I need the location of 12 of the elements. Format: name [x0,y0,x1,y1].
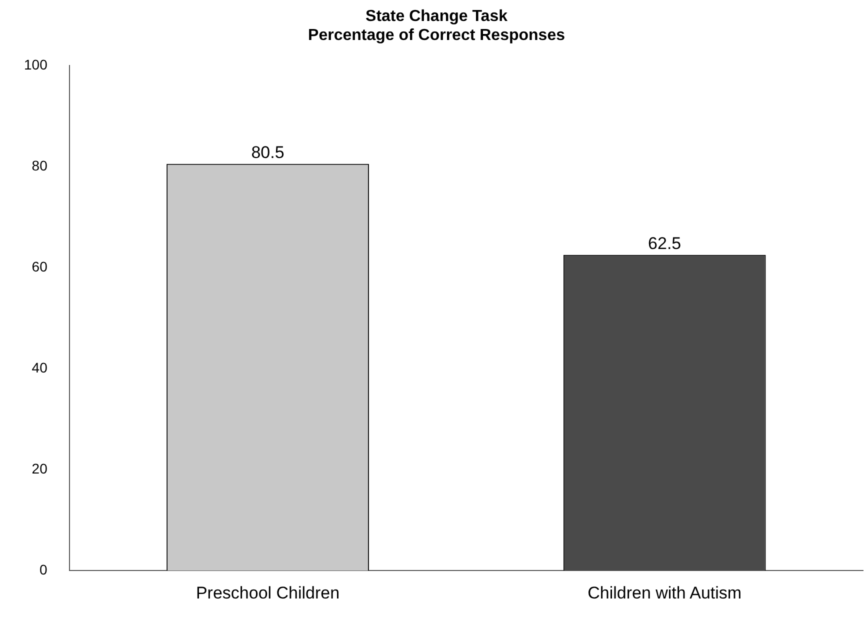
y-tick-label: 60 [32,258,48,274]
y-tick-label: 80 [32,157,48,174]
x-tick-label: Preschool Children [196,583,340,602]
chart-subtitle: Percentage of Correct Responses [308,27,566,44]
y-tick-label: 0 [40,561,48,578]
y-tick-label: 40 [32,359,48,376]
y-tick-label: 100 [24,56,48,72]
x-tick-label: Children with Autism [588,583,742,602]
data-label: 62.5 [648,234,682,254]
data-label: 80.5 [251,143,284,162]
chart-title: State Change Task [366,8,508,26]
y-tick-label: 20 [32,460,48,476]
